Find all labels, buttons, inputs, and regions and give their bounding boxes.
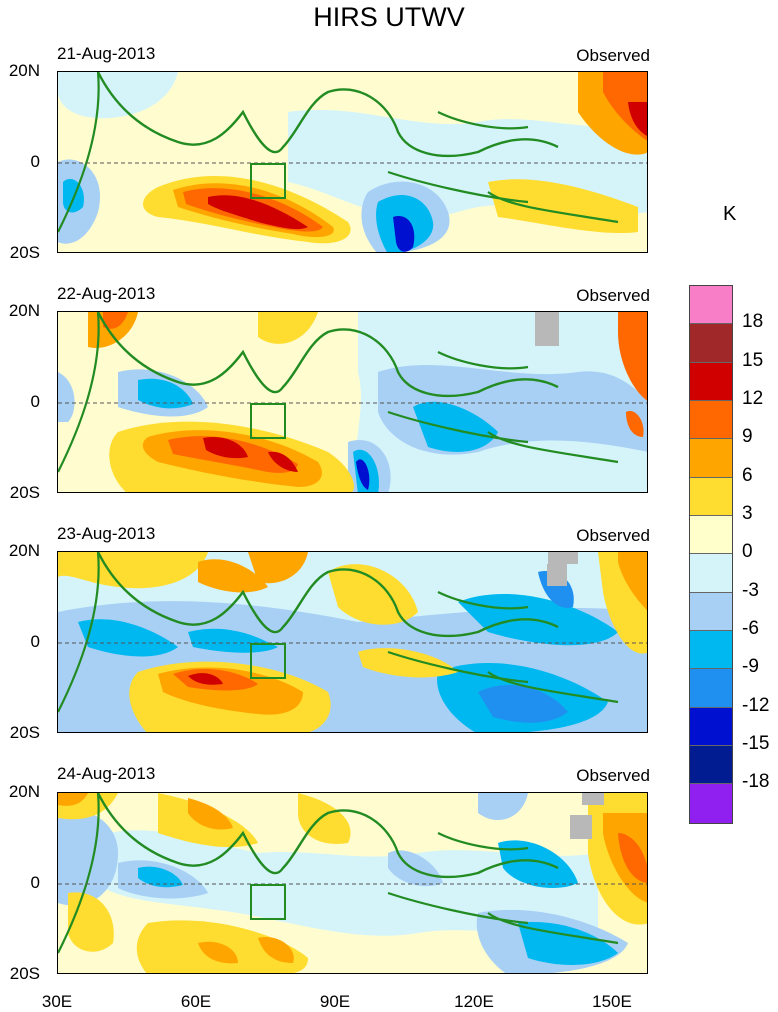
colorbar-unit-label: K <box>723 203 737 225</box>
panel-2-observed-label: Observed <box>576 286 650 305</box>
lat-label-20s: 20S <box>9 243 40 262</box>
colorbar <box>689 285 733 824</box>
panel-4-date: 24-Aug-2013 <box>57 764 156 783</box>
colorbar-tick-label: 9 <box>742 426 753 448</box>
colorbar-tick-label: 12 <box>742 387 764 409</box>
colorbar-swatch <box>690 439 732 478</box>
panel-3-observed-label: Observed <box>576 526 650 545</box>
lat-label-20n: 20N <box>8 782 40 801</box>
colorbar-tick-label: 0 <box>742 541 753 563</box>
colorbar-swatch <box>690 745 732 785</box>
lon-label-150e: 150E <box>592 992 632 1011</box>
colorbar-tick-label: -15 <box>742 732 770 754</box>
lat-label-0: 0 <box>30 392 40 411</box>
colorbar-tick-label: 6 <box>742 464 753 486</box>
colorbar-tick-label: -6 <box>742 617 759 639</box>
lat-label-0: 0 <box>30 632 40 651</box>
colorbar-swatch <box>690 286 732 325</box>
panel-4-map <box>57 792 648 974</box>
colorbar-tick-label: -9 <box>742 656 759 678</box>
colorbar-swatch <box>690 669 732 708</box>
colorbar-swatch <box>690 630 732 670</box>
lat-label-20n: 20N <box>8 541 40 560</box>
colorbar-tick-label: 3 <box>742 502 753 524</box>
panel-2-map <box>57 311 648 493</box>
lat-label-20n: 20N <box>8 61 40 80</box>
panel-1-map <box>57 71 648 253</box>
lat-label-0: 0 <box>30 152 40 171</box>
colorbar-tick-label: -12 <box>742 694 770 716</box>
lon-label-30e: 30E <box>41 992 73 1011</box>
lon-label-60e: 60E <box>180 992 212 1011</box>
colorbar-swatch <box>690 400 732 440</box>
lat-label-0: 0 <box>30 873 40 892</box>
lon-label-90e: 90E <box>319 992 351 1011</box>
panel-2-date: 22-Aug-2013 <box>57 284 156 303</box>
colorbar-swatch <box>690 362 732 401</box>
colorbar-swatch <box>690 515 732 555</box>
colorbar-swatch <box>690 707 732 746</box>
colorbar-tick-label: -3 <box>742 579 759 601</box>
colorbar-tick-label: 18 <box>742 311 764 333</box>
lat-label-20n: 20N <box>8 301 40 320</box>
lat-label-20s: 20S <box>9 483 40 502</box>
panel-3-date: 23-Aug-2013 <box>57 524 156 543</box>
lat-label-20s: 20S <box>9 964 40 983</box>
lon-label-120e: 120E <box>454 992 494 1011</box>
colorbar-swatch <box>690 784 732 823</box>
colorbar-swatch <box>690 324 732 363</box>
panel-1-date: 21-Aug-2013 <box>57 44 156 63</box>
panel-4-observed-label: Observed <box>576 766 650 785</box>
panel-3-map <box>57 551 648 733</box>
colorbar-tick-label: 15 <box>742 349 764 371</box>
panel-1-observed-label: Observed <box>576 46 650 65</box>
colorbar-swatch <box>690 554 732 593</box>
figure-title: HIRS UTWV <box>313 2 465 32</box>
colorbar-swatch <box>690 592 732 631</box>
lat-label-20s: 20S <box>9 723 40 742</box>
colorbar-tick-label: -18 <box>742 771 770 793</box>
colorbar-swatch <box>690 477 732 516</box>
